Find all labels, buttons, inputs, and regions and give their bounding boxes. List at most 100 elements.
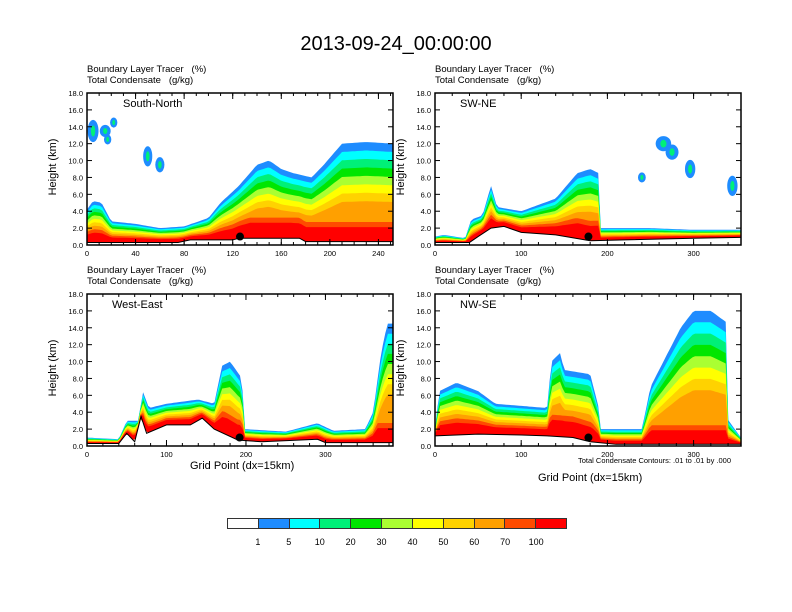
y-tick-label: 18.0 [68,89,83,98]
title-tracer: Boundary Layer Tracer (%) [435,265,555,276]
colorbar-swatch [536,519,566,528]
main-title: 2013-09-24_00:00:00 [300,33,492,55]
y-tick-label: 6.0 [421,391,431,400]
y-tick-label: 12.0 [68,140,83,149]
colorbar-swatch [289,519,321,528]
colorbar-label: 1 [255,537,261,547]
y-tick-label: 2.0 [73,224,83,233]
y-tick-label: 10.0 [416,157,431,166]
colorbar-swatch [228,519,259,528]
location-marker [584,433,593,442]
x-tick-label: 0 [433,249,437,258]
colorbar-swatch [443,519,475,528]
y-tick-label: 16.0 [416,307,431,316]
y-tick-label: 0.0 [73,442,83,451]
panel-title: Boundary Layer Tracer (%) Total Condensat… [435,265,554,287]
colorbar-label: 20 [345,537,356,547]
y-tick-label: 0.0 [421,442,431,451]
colorbar-label: 60 [469,537,480,547]
plot-area: 0.0 2.0 4.0 6.0 8.0 10.0 12.0 14.0 16.0 18.0 0 100 2… [416,89,742,258]
y-tick-label: 14.0 [416,324,431,333]
panel-title: Boundary Layer Tracer (%) Total Condensat… [87,64,206,86]
shading-band-10 [87,414,393,444]
y-tick-label: 4.0 [73,408,83,417]
y-axis-label: Height (km) [395,138,407,196]
x-tick-label: 240 [372,249,385,258]
shading-band-8 [87,394,393,444]
y-tick-label: 4.0 [73,207,83,216]
terrain-line [434,433,741,445]
plot-svg: 0.0 2.0 4.0 6.0 8.0 10.0 12.0 14.0 16.0 18.0 0 100 2… [416,89,742,258]
y-tick-label: 6.0 [73,391,83,400]
y-tick-label: 12.0 [68,341,83,350]
x-tick-label: 300 [687,249,700,258]
plot-area: 0.0 2.0 4.0 6.0 8.0 10.0 12.0 14.0 16.0 18.0 0 100 2… [68,290,394,459]
y-tick-label: 16.0 [68,307,83,316]
title-condensate: Total Condensate (g/kg) [435,75,542,86]
contour-note: Total Condensate Contours: .01 to .01 by… [578,456,732,465]
panel-title: Boundary Layer Tracer (%) Total Condensat… [435,64,554,86]
y-axis-label: Height (km) [47,138,59,196]
y-tick-label: 2.0 [421,224,431,233]
colorbar-swatch [258,519,290,528]
cloud-blob-core [106,136,110,142]
x-tick-label: 120 [226,249,239,258]
x-axis-label: Grid Point (dx=15km) [538,472,643,484]
plot-frame [86,293,394,447]
cloud-blob-core [660,139,667,148]
x-axis-label: Grid Point (dx=15km) [190,460,295,472]
x-tick-label: 300 [319,450,332,459]
plot-svg: 0.0 2.0 4.0 6.0 8.0 10.0 12.0 14.0 16.0 18.0 0 100 2… [416,290,742,459]
location-marker [584,232,593,241]
section-label: South-North [123,98,183,110]
colorbar-label: 10 [314,537,325,547]
y-tick-label: 14.0 [416,123,431,132]
y-tick-label: 0.0 [73,241,83,250]
colorbar-swatch [412,519,444,528]
y-tick-label: 18.0 [416,290,431,299]
x-tick-label: 100 [515,450,528,459]
x-tick-label: 100 [160,450,173,459]
y-tick-label: 6.0 [421,190,431,199]
cloud-blob-core [730,180,735,191]
terrain-line [435,225,742,243]
colorbar-label: 5 [286,537,292,547]
y-tick-label: 10.0 [68,358,83,367]
plot-area: 0.0 2.0 4.0 6.0 8.0 10.0 12.0 14.0 16.0 18.0 0 40 80… [68,89,394,258]
plot-frame [434,92,742,246]
title-condensate: Total Condensate (g/kg) [87,276,194,287]
x-tick-label: 200 [324,249,337,258]
colorbar-swatch [505,519,537,528]
y-tick-label: 10.0 [416,358,431,367]
section-label: SW-NE [460,98,497,110]
plot-frame [434,293,742,447]
colorbar-label: 40 [407,537,418,547]
y-tick-label: 4.0 [421,408,431,417]
cloud-blob-core [90,125,96,137]
panel-title: Boundary Layer Tracer (%) Total Condensat… [87,265,206,287]
colorbar [227,518,567,529]
y-tick-label: 4.0 [421,207,431,216]
colorbar-swatch [382,519,413,528]
y-tick-label: 6.0 [73,190,83,199]
x-tick-label: 100 [515,249,528,258]
cloud-blob-core [112,120,116,126]
cloud-blob-core [688,164,693,174]
y-tick-label: 8.0 [73,173,83,182]
x-tick-label: 200 [240,450,253,459]
location-marker [235,433,244,442]
cloud-blob-core [669,148,675,156]
y-tick-label: 14.0 [68,324,83,333]
x-tick-label: 0 [85,249,89,258]
y-tick-label: 16.0 [416,106,431,115]
colorbar-swatch [320,519,352,528]
shading-band-7 [87,384,393,444]
shading-band-10 [435,218,741,243]
colorbar-label: 30 [376,537,387,547]
y-tick-label: 18.0 [416,89,431,98]
y-tick-label: 14.0 [68,123,83,132]
y-tick-label: 2.0 [73,425,83,434]
x-tick-label: 200 [601,249,614,258]
shading-band-10 [435,419,741,445]
x-tick-label: 40 [131,249,139,258]
